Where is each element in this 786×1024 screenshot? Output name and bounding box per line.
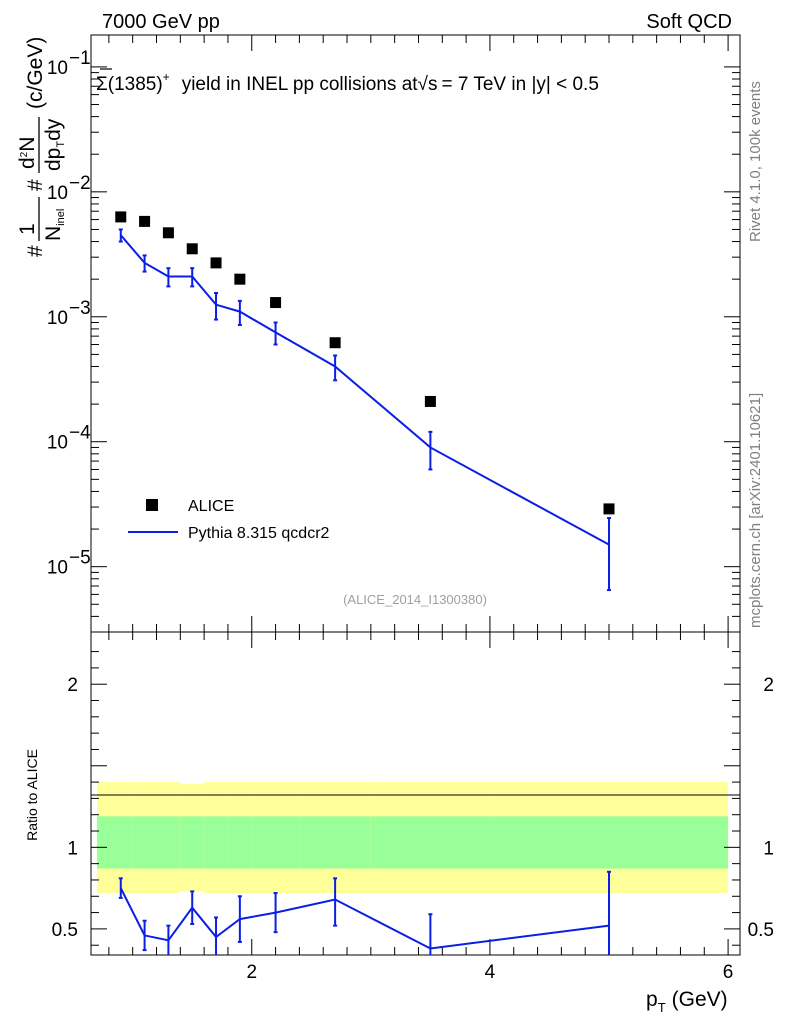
rivet-label: Rivet 4.1.0, 100k events bbox=[747, 81, 764, 242]
legend-label-pythia: Pythia 8.315 qcdcr2 bbox=[188, 525, 330, 542]
axis-ticks: 2 4 610−110−210−310−410 −50.5 0.51 12 2 bbox=[47, 35, 774, 983]
ratio-band-inner bbox=[489, 816, 729, 869]
alice-data-point bbox=[234, 273, 246, 285]
legend-label-alice: ALICE bbox=[188, 498, 234, 515]
title-particle: Σ(1385) bbox=[96, 74, 163, 95]
y-tick-label-main: 10 bbox=[47, 58, 68, 79]
legend-marker-alice bbox=[146, 499, 158, 511]
y-tick-label-main-exp: −4 bbox=[69, 423, 91, 444]
alice-data-point bbox=[329, 337, 341, 349]
main-plot-frame bbox=[90, 34, 741, 633]
analysis-reference: (ALICE_2014_I1300380) bbox=[343, 592, 487, 607]
ratio-band-inner bbox=[96, 816, 133, 869]
y-tick-label-main-exp: −1 bbox=[69, 48, 91, 69]
alice-data-point bbox=[162, 227, 174, 239]
y-tick-label-ratio-left: 1 bbox=[67, 838, 78, 859]
title-text: yield in INEL pp collisions at bbox=[182, 74, 419, 95]
title-charge: + bbox=[163, 70, 170, 84]
xlabel-sub: T bbox=[658, 1000, 666, 1015]
ratio-band-inner bbox=[299, 816, 371, 869]
y-tick-label-main-exp: −5 bbox=[69, 548, 91, 569]
y-tick-label-main-exp: −2 bbox=[69, 173, 91, 194]
ratio-band-inner bbox=[227, 816, 252, 869]
x-axis-label: pT (GeV) bbox=[646, 988, 728, 1015]
mc-line bbox=[120, 234, 610, 546]
alice-data-point bbox=[139, 215, 151, 227]
ratio-band-inner bbox=[204, 816, 228, 869]
ratio-band-inner bbox=[370, 816, 490, 869]
alice-data-point bbox=[424, 395, 436, 407]
x-tick-label: 2 bbox=[246, 962, 257, 983]
y-tick-label-main: 10 bbox=[47, 183, 68, 204]
y-tick-label-main: 10 bbox=[47, 558, 68, 579]
alice-data-point bbox=[603, 503, 615, 515]
xlabel-p: p bbox=[646, 988, 658, 1011]
header-right: Soft QCD bbox=[646, 11, 732, 33]
ylabel-one: 1 bbox=[16, 223, 39, 235]
alice-data-point bbox=[210, 257, 222, 269]
ylabel-d2n: d2N bbox=[16, 137, 39, 169]
ylabel-dpt-dy: dpTdy bbox=[42, 118, 67, 171]
ylabel-unit: (c/GeV) bbox=[24, 37, 47, 109]
mcplots-label: mcplots.cern.ch [arXiv:2401.10621] bbox=[747, 393, 764, 628]
y-tick-label-main-exp: −3 bbox=[69, 298, 91, 319]
y-tick-label-ratio-right: 1 bbox=[763, 838, 774, 859]
y-tick-label-ratio-left: 0.5 bbox=[52, 920, 78, 941]
ylabel-n-inel: Ninel bbox=[42, 209, 67, 241]
ratio-band-inner bbox=[156, 816, 181, 869]
y-tick-label-ratio-right: 2 bbox=[763, 675, 774, 696]
ratio-band-inner bbox=[132, 816, 157, 869]
title-sqrt: √s bbox=[418, 74, 438, 95]
title-rest: = 7 TeV in |y| < 0.5 bbox=[441, 74, 598, 95]
main-plot-data bbox=[115, 211, 615, 592]
y-tick-label-main: 10 bbox=[47, 433, 68, 454]
ylabel-hash-2: # bbox=[24, 179, 47, 191]
chart-title: Σ(1385)+ yield in INEL pp collisions at√s… bbox=[96, 70, 599, 95]
ratio-mc-line bbox=[119, 887, 610, 950]
alice-data-point bbox=[270, 297, 282, 309]
x-tick-label: 6 bbox=[723, 962, 734, 983]
ratio-band-inner bbox=[251, 816, 300, 869]
alice-data-point bbox=[115, 211, 127, 223]
ratio-y-axis-label: Ratio to ALICE bbox=[24, 749, 40, 841]
alice-data-point bbox=[186, 243, 198, 255]
ratio-plot-frame bbox=[90, 631, 741, 956]
ratio-band-inner bbox=[180, 816, 205, 869]
xlabel-unit: (GeV) bbox=[672, 988, 728, 1011]
header-left: 7000 GeV pp bbox=[102, 11, 220, 33]
ratio-plot-data bbox=[118, 870, 612, 955]
y-tick-label-ratio-left: 2 bbox=[67, 675, 78, 696]
y-tick-label-ratio-right: 0.5 bbox=[748, 920, 774, 941]
ratio-uncertainty-bands bbox=[96, 782, 729, 894]
x-tick-label: 4 bbox=[485, 962, 496, 983]
y-tick-label-main: 10 bbox=[47, 308, 68, 329]
ylabel-hash-1: # bbox=[24, 245, 47, 257]
